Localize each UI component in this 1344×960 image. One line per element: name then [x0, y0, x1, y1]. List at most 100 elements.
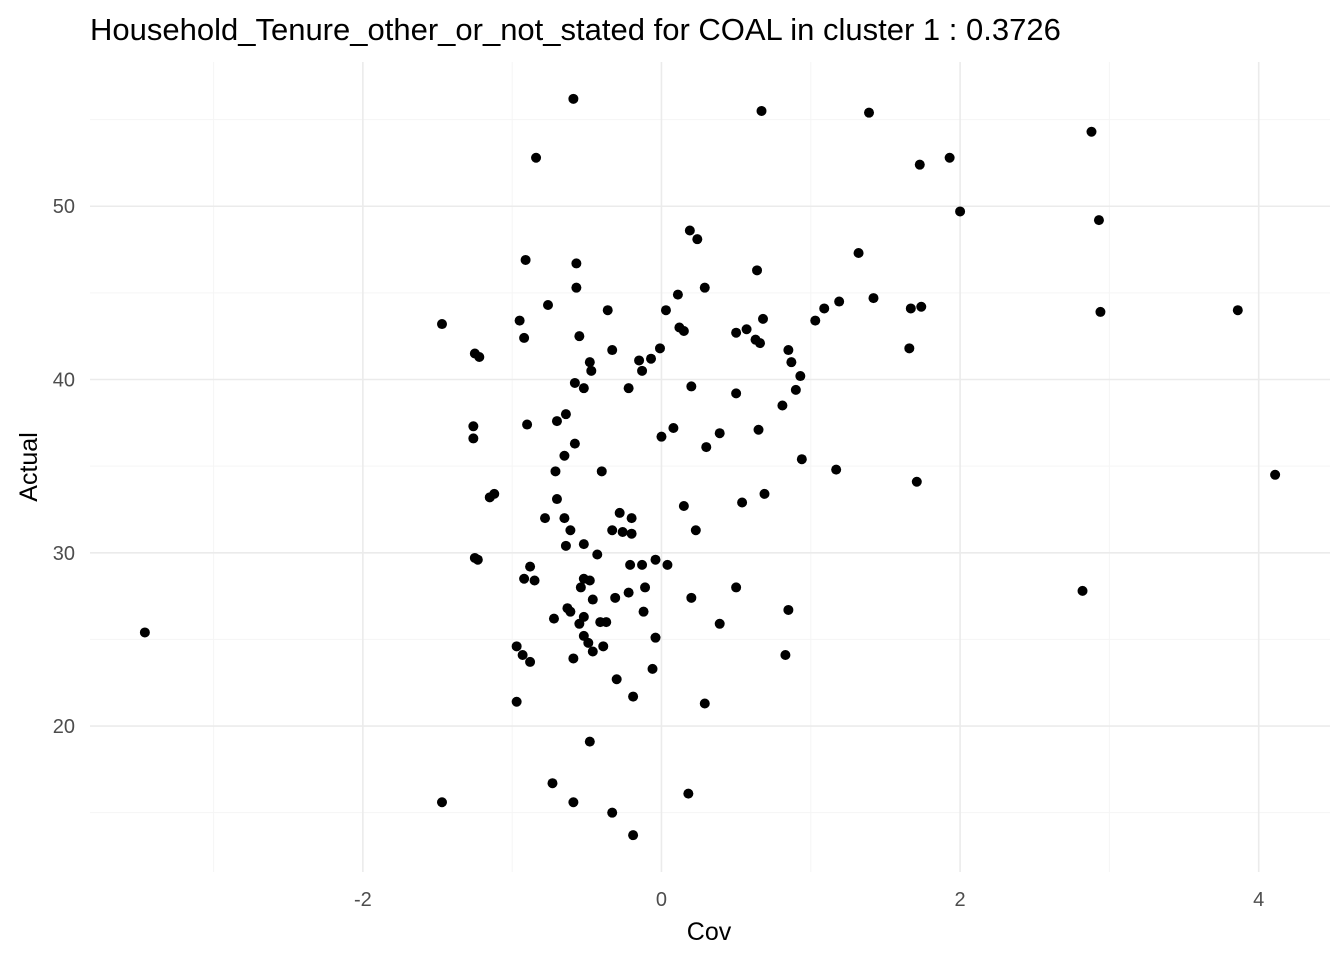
- x-tick-label: 2: [955, 889, 966, 911]
- data-point: [780, 649, 791, 660]
- data-point: [560, 540, 571, 551]
- data-point: [905, 303, 916, 314]
- data-point: [678, 500, 689, 511]
- data-point: [810, 315, 821, 326]
- data-point: [569, 438, 580, 449]
- data-point: [777, 400, 788, 411]
- chart-title: Household_Tenure_other_or_not_stated for…: [90, 12, 1061, 47]
- data-point: [737, 497, 748, 508]
- data-point: [568, 93, 579, 104]
- data-point: [714, 428, 725, 439]
- data-point: [699, 282, 710, 293]
- data-point: [578, 383, 589, 394]
- data-point: [540, 513, 551, 524]
- data-point: [560, 409, 571, 420]
- data-point: [522, 419, 533, 430]
- data-point: [575, 582, 586, 593]
- data-point: [731, 388, 742, 399]
- data-point: [517, 649, 528, 660]
- data-point: [1086, 126, 1097, 137]
- data-point: [578, 611, 589, 622]
- data-point: [511, 696, 522, 707]
- data-point: [904, 343, 915, 354]
- data-point: [587, 594, 598, 605]
- data-point: [559, 450, 570, 461]
- x-axis-title: Cov: [687, 918, 732, 946]
- data-point: [1093, 215, 1104, 226]
- x-tick-label: 4: [1253, 889, 1264, 911]
- data-point: [714, 618, 725, 629]
- data-point: [1270, 469, 1281, 480]
- data-point: [672, 289, 683, 300]
- data-point: [690, 525, 701, 536]
- data-point: [656, 431, 667, 442]
- data-point: [596, 466, 607, 477]
- data-point: [139, 627, 150, 638]
- data-point: [634, 355, 645, 366]
- data-point: [819, 303, 830, 314]
- data-point: [831, 464, 842, 475]
- data-point: [610, 592, 621, 603]
- data-point: [864, 107, 875, 118]
- data-point: [592, 549, 603, 560]
- data-point: [1232, 305, 1243, 316]
- data-point: [944, 152, 955, 163]
- y-axis-ticks: 20 30 40 50: [53, 196, 75, 738]
- data-point: [668, 423, 679, 434]
- data-point: [568, 653, 579, 664]
- data-point: [741, 324, 752, 335]
- data-point: [571, 282, 582, 293]
- data-point: [584, 357, 595, 368]
- data-point: [783, 604, 794, 615]
- data-point: [660, 305, 671, 316]
- data-point: [637, 559, 648, 570]
- data-point: [731, 327, 742, 338]
- data-point: [914, 159, 925, 170]
- data-point: [525, 656, 536, 667]
- data-point: [625, 559, 636, 570]
- y-tick-label: 40: [53, 370, 75, 392]
- data-point: [436, 797, 447, 808]
- x-tick-label: -2: [354, 889, 372, 911]
- data-point: [758, 313, 769, 324]
- data-point: [637, 365, 648, 376]
- data-point: [834, 296, 845, 307]
- data-point: [607, 525, 618, 536]
- x-axis-ticks: -2 0 2 4: [354, 889, 1264, 911]
- data-point: [955, 206, 966, 217]
- data-point: [755, 338, 766, 349]
- data-point: [786, 357, 797, 368]
- data-point: [916, 301, 927, 312]
- y-tick-label: 30: [53, 543, 75, 565]
- data-point: [795, 371, 806, 382]
- x-tick-label: 0: [656, 889, 667, 911]
- data-point: [598, 641, 609, 652]
- data-point: [583, 637, 594, 648]
- data-point: [543, 300, 554, 310]
- data-point: [584, 736, 595, 747]
- data-point: [569, 377, 580, 388]
- data-point: [551, 416, 562, 427]
- data-point: [529, 575, 540, 586]
- data-point: [511, 641, 522, 652]
- data-point: [611, 674, 622, 685]
- data-point: [683, 788, 694, 799]
- data-point: [790, 384, 801, 395]
- data-point: [650, 632, 661, 643]
- data-point: [586, 365, 597, 376]
- data-point: [571, 258, 582, 269]
- data-point: [756, 105, 767, 116]
- data-point: [601, 617, 612, 628]
- data-points: [139, 93, 1281, 841]
- data-point: [646, 353, 657, 364]
- data-point: [638, 606, 649, 617]
- data-point: [678, 325, 689, 336]
- data-point: [783, 345, 794, 356]
- data-point: [568, 797, 579, 808]
- data-point: [514, 315, 525, 326]
- data-point: [520, 254, 531, 265]
- y-tick-label: 20: [53, 716, 75, 738]
- data-point: [607, 807, 618, 818]
- data-point: [559, 513, 570, 524]
